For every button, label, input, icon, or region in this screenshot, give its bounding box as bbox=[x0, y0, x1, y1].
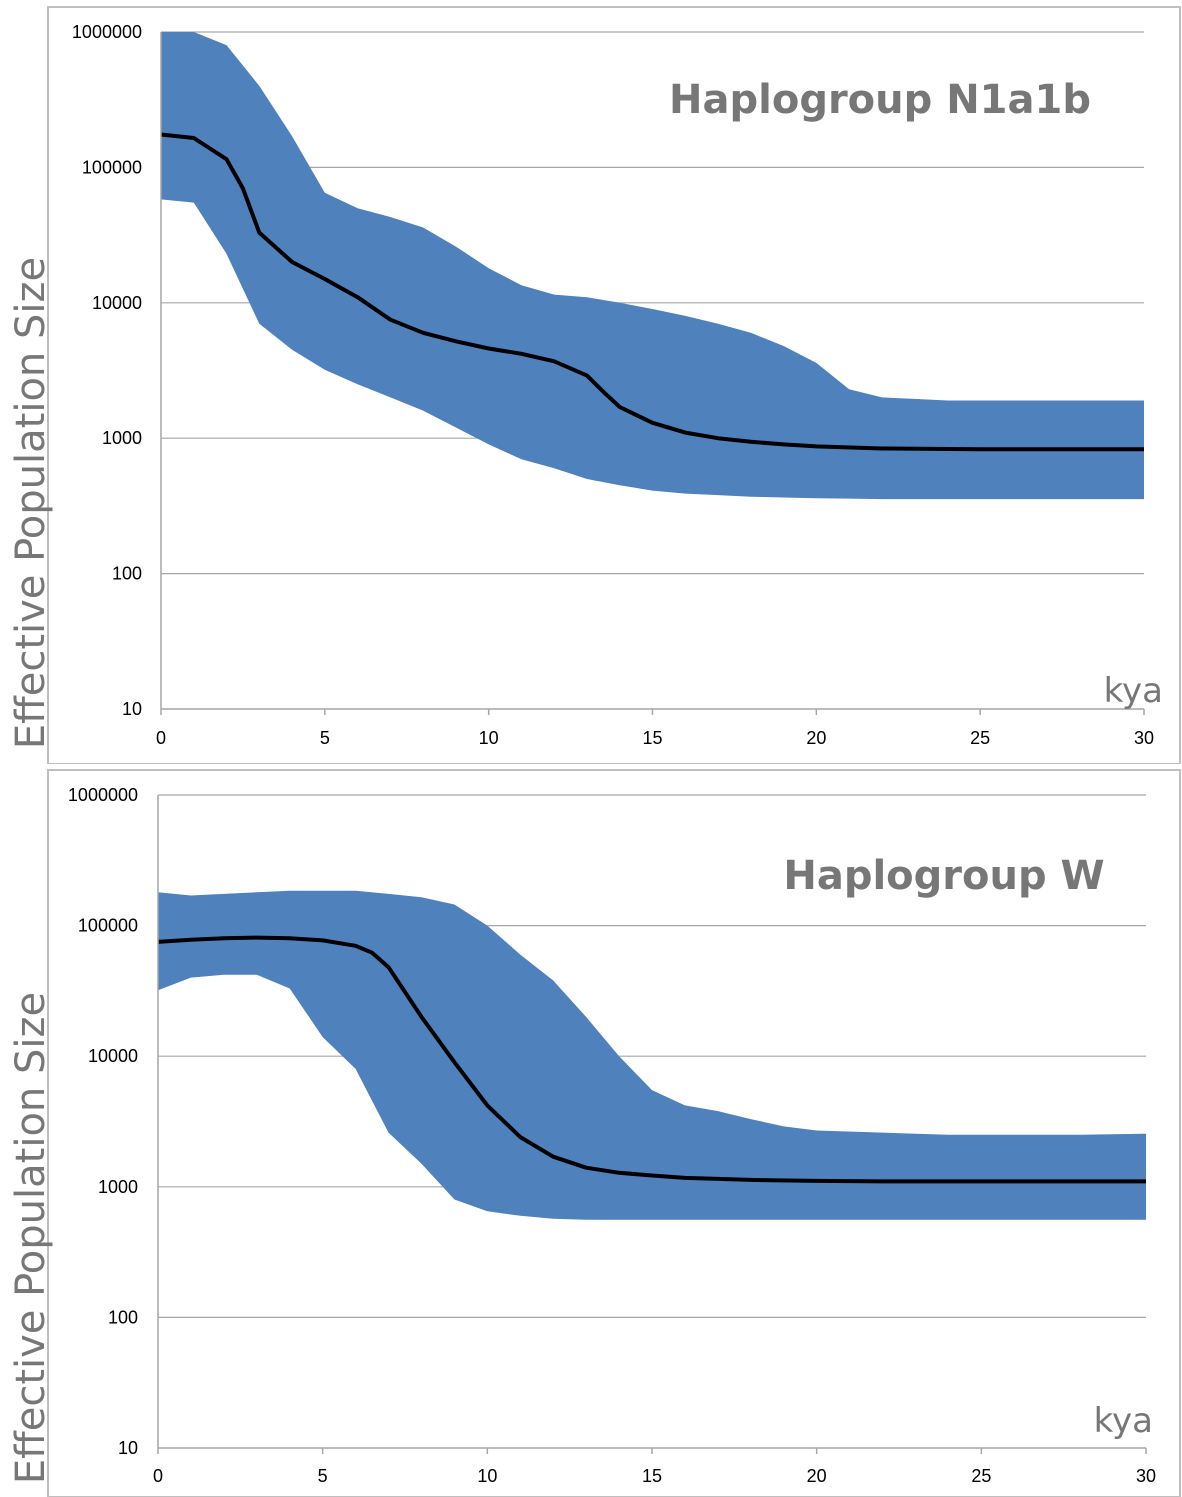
plot-frame bbox=[47, 6, 1181, 764]
confidence-band-area bbox=[158, 890, 1146, 1220]
chart-panel-w: 10 100 1000 10000 100000 1000000 0 5 10 15 20 25 30… bbox=[0, 764, 1182, 1497]
x-tick-label: 10 bbox=[477, 1466, 497, 1486]
axes bbox=[157, 795, 1147, 1454]
x-tick-label: 5 bbox=[320, 728, 330, 748]
y-tick-label: 1000000 bbox=[72, 22, 142, 42]
chart-w: 10 100 1000 10000 100000 1000000 0 5 10 15 20 25 30… bbox=[8, 769, 1181, 1497]
y-tick-label: 1000000 bbox=[68, 785, 138, 805]
y-tick-label: 10 bbox=[122, 699, 142, 719]
y-tick-label: 100 bbox=[112, 564, 142, 584]
x-tick-label: 20 bbox=[806, 728, 826, 748]
y-tick-label: 1000 bbox=[102, 428, 142, 448]
axes bbox=[160, 32, 1145, 715]
chart-title: Haplogroup W bbox=[783, 853, 1104, 899]
x-tick-label: 15 bbox=[642, 728, 662, 748]
median-line bbox=[157, 935, 1146, 1184]
x-tick-label: 25 bbox=[970, 728, 990, 748]
x-tick-label: 30 bbox=[1134, 728, 1154, 748]
confidence-band-area bbox=[161, 32, 1144, 500]
y-tick-label: 100 bbox=[108, 1307, 138, 1327]
y-axis-label: Effective Population Size bbox=[8, 257, 54, 749]
median-line bbox=[160, 132, 1144, 452]
y-tick-label: 10 bbox=[118, 1438, 138, 1458]
x-tick-labels: 0 5 10 15 20 25 30 bbox=[156, 728, 1154, 748]
x-tick-label: 15 bbox=[642, 1466, 662, 1486]
confidence-band bbox=[161, 32, 1144, 500]
y-tick-label: 10000 bbox=[88, 1046, 138, 1066]
x-tick-label: 0 bbox=[153, 1466, 163, 1486]
median-curve bbox=[157, 935, 1146, 1184]
plot-frame bbox=[47, 769, 1181, 1497]
x-axis-label: kya bbox=[1094, 1401, 1153, 1441]
x-tick-label: 20 bbox=[807, 1466, 827, 1486]
y-tick-labels: 10 100 1000 10000 100000 1000000 bbox=[68, 785, 138, 1458]
y-tick-label: 10000 bbox=[92, 293, 142, 313]
y-tick-label: 100000 bbox=[78, 916, 138, 936]
chart-title: Haplogroup N1a1b bbox=[669, 77, 1091, 123]
chart-n1a1b: 10 100 1000 10000 100000 1000000 0 5 10 15 20 25 30… bbox=[8, 6, 1181, 764]
x-tick-label: 30 bbox=[1136, 1466, 1156, 1486]
confidence-band bbox=[158, 890, 1146, 1220]
x-tick-label: 25 bbox=[971, 1466, 991, 1486]
x-tick-label: 5 bbox=[318, 1466, 328, 1486]
median-curve bbox=[160, 132, 1144, 452]
y-tick-labels: 10 100 1000 10000 100000 1000000 bbox=[72, 22, 142, 719]
x-tick-labels: 0 5 10 15 20 25 30 bbox=[153, 1466, 1156, 1486]
y-tick-label: 100000 bbox=[82, 157, 142, 177]
y-axis-label: Effective Population Size bbox=[8, 992, 54, 1484]
x-tick-label: 0 bbox=[156, 728, 166, 748]
x-axis-label: kya bbox=[1104, 671, 1163, 711]
x-tick-label: 10 bbox=[479, 728, 499, 748]
chart-panel-n1a1b: 10 100 1000 10000 100000 1000000 0 5 10 15 20 25 30… bbox=[8, 6, 1181, 764]
y-tick-label: 1000 bbox=[98, 1177, 138, 1197]
